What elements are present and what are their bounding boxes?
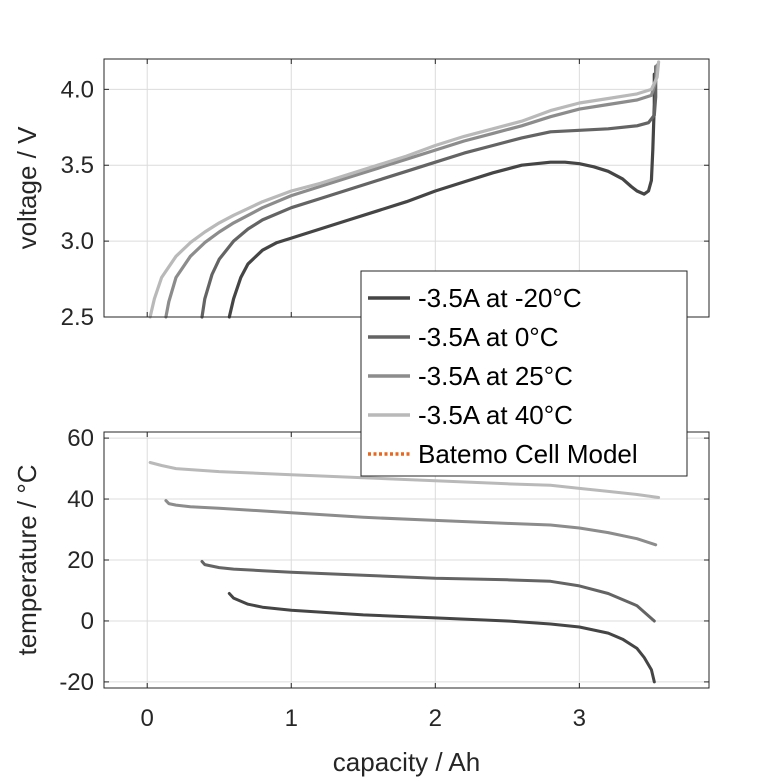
- voltage-y-tick-label: 3.0: [61, 228, 94, 255]
- voltage-y-axis-label: voltage / V: [12, 126, 42, 250]
- voltage-series-line-3: [148, 60, 661, 319]
- voltage-y-tick-label: 2.5: [61, 304, 94, 331]
- legend-label-1: -3.5A at 0°C: [418, 322, 558, 352]
- temperature-x-tick-label: 3: [573, 705, 586, 732]
- temperature-x-tick-label: 2: [429, 705, 442, 732]
- temperature-x-tick-label: 0: [141, 705, 154, 732]
- temperature-y-tick-label: 40: [67, 486, 94, 513]
- temperature-y-tick-label: 0: [81, 608, 94, 635]
- temperature-y-tick-label: 60: [67, 425, 94, 452]
- temperature-y-tick-label: 20: [67, 547, 94, 574]
- temperature-series-line-3: [148, 461, 661, 499]
- voltage-y-tick-label: 3.5: [61, 152, 94, 179]
- temperature-x-axis-label: capacity / Ah: [333, 747, 480, 777]
- temperature-x-tick-label: 1: [285, 705, 298, 732]
- legend: -3.5A at -20°C -3.5A at 0°C -3.5A at 25°C -…: [360, 270, 688, 477]
- temperature-panel: -20 0 20 40 60 0 1 2 3 temperature / °C capacity /…: [12, 425, 710, 777]
- temperature-series-line-0: [227, 592, 656, 684]
- legend-label-3: -3.5A at 40°C: [418, 400, 573, 430]
- temperature-y-axis-label: temperature / °C: [12, 464, 42, 655]
- temperature-y-tick-label: -20: [59, 669, 94, 696]
- voltage-series-line-0: [227, 72, 656, 319]
- temperature-series-line-2: [164, 499, 658, 547]
- temperature-series-line-1: [200, 560, 656, 623]
- legend-label-0: -3.5A at -20°C: [418, 283, 582, 313]
- voltage-series-line-2: [164, 63, 659, 319]
- legend-label-2: -3.5A at 25°C: [418, 361, 573, 391]
- legend-box: [360, 270, 688, 477]
- legend-label-4: Batemo Cell Model: [418, 439, 638, 469]
- voltage-series-line-1: [200, 65, 658, 319]
- voltage-y-tick-label: 4.0: [61, 76, 94, 103]
